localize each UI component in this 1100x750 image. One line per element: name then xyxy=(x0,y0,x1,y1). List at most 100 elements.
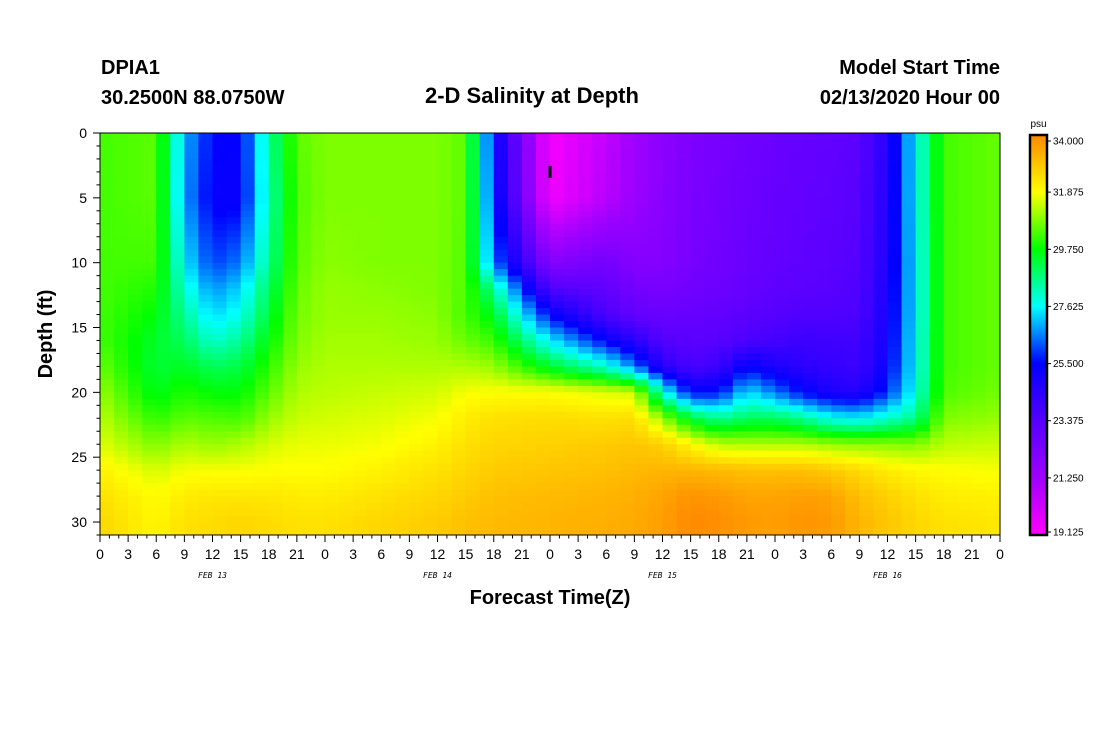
heatmap-cell xyxy=(915,275,931,283)
heatmap-cell xyxy=(339,139,354,147)
heatmap-cell xyxy=(465,262,481,270)
heatmap-cell xyxy=(803,515,818,523)
heatmap-cell xyxy=(620,359,635,368)
heatmap-cell xyxy=(620,470,635,478)
heatmap-cell xyxy=(690,204,706,212)
heatmap-cell xyxy=(128,210,143,218)
heatmap-cell xyxy=(395,346,410,355)
heatmap-cell xyxy=(985,288,1000,296)
heatmap-cell xyxy=(198,308,214,316)
heatmap-cell xyxy=(465,204,481,212)
heatmap-cell xyxy=(704,405,720,413)
heatmap-cell xyxy=(901,288,917,296)
heatmap-cell xyxy=(521,366,537,374)
heatmap-cell xyxy=(339,424,354,432)
heatmap-cell xyxy=(803,275,818,283)
heatmap-cell xyxy=(887,483,903,491)
heatmap-cell xyxy=(859,327,875,335)
heatmap-cell xyxy=(114,431,129,439)
heatmap-cell xyxy=(859,398,875,406)
heatmap-cell xyxy=(339,210,354,218)
heatmap-cell xyxy=(493,165,509,173)
heatmap-cell xyxy=(381,483,396,491)
heatmap-cell xyxy=(170,405,185,413)
heatmap-cell xyxy=(535,366,551,374)
heatmap-cell xyxy=(873,392,889,400)
heatmap-cell xyxy=(339,340,354,348)
heatmap-cell xyxy=(268,392,284,400)
heatmap-cell xyxy=(760,204,776,212)
heatmap-cell xyxy=(282,282,298,290)
heatmap-cell xyxy=(901,236,917,244)
heatmap-cell xyxy=(437,463,453,471)
heatmap-cell xyxy=(409,171,425,179)
heatmap-cell xyxy=(746,431,762,439)
heatmap-cell xyxy=(381,509,396,517)
heatmap-cell xyxy=(296,314,312,322)
heatmap-cell xyxy=(732,236,748,244)
heatmap-cell xyxy=(578,340,593,348)
heatmap-cell xyxy=(971,327,987,335)
heatmap-cell xyxy=(339,152,354,160)
heatmap-cell xyxy=(760,236,776,244)
heatmap-cell xyxy=(142,321,157,329)
heatmap-cell xyxy=(339,411,354,419)
heatmap-cell xyxy=(535,476,551,484)
heatmap-cell xyxy=(254,230,270,238)
heatmap-cell xyxy=(339,444,354,452)
heatmap-cell xyxy=(676,314,692,322)
heatmap-cell xyxy=(142,340,157,348)
heatmap-cell xyxy=(198,282,214,290)
heatmap-cell xyxy=(887,509,903,517)
heatmap-cell xyxy=(929,424,945,432)
heatmap-cell xyxy=(971,450,987,458)
heatmap-cell xyxy=(535,197,551,205)
heatmap-cell xyxy=(620,204,635,212)
heatmap-cell xyxy=(409,346,425,355)
heatmap-cell xyxy=(479,392,495,400)
heatmap-cell xyxy=(775,334,790,342)
heatmap-cell xyxy=(662,191,678,199)
heatmap-cell xyxy=(479,256,495,264)
heatmap-cell xyxy=(465,463,481,471)
heatmap-cell xyxy=(465,372,481,380)
heatmap-cell xyxy=(339,327,354,335)
heatmap-cell xyxy=(760,158,776,167)
heatmap-cell xyxy=(592,496,607,504)
heatmap-cell xyxy=(212,308,228,316)
heatmap-cell xyxy=(985,366,1000,374)
heatmap-cell xyxy=(156,463,171,471)
heatmap-cell xyxy=(845,450,860,458)
heatmap-cell xyxy=(760,359,776,368)
heatmap-cell xyxy=(451,346,467,355)
heatmap-cell xyxy=(395,483,410,491)
heatmap-cell xyxy=(535,158,551,167)
heatmap-cell xyxy=(887,217,903,225)
heatmap-cell xyxy=(845,171,860,179)
heatmap-cell xyxy=(817,230,832,238)
heatmap-cell xyxy=(957,502,973,510)
heatmap-cell xyxy=(381,249,396,257)
heatmap-cell xyxy=(254,236,270,244)
heatmap-cell xyxy=(479,515,495,523)
heatmap-cell xyxy=(732,334,748,342)
heatmap-cell xyxy=(901,457,917,465)
heatmap-cell xyxy=(564,178,579,186)
heatmap-cell xyxy=(803,139,818,147)
heatmap-cell xyxy=(339,418,354,426)
heatmap-cell xyxy=(873,223,889,231)
heatmap-cell xyxy=(296,327,312,335)
heatmap-cell xyxy=(423,437,439,445)
heatmap-cell xyxy=(296,346,312,355)
heatmap-cell xyxy=(465,321,481,329)
heatmap-cell xyxy=(156,295,171,303)
heatmap-cell xyxy=(184,269,200,277)
heatmap-cell xyxy=(817,243,832,251)
heatmap-cell xyxy=(845,463,860,471)
heatmap-cell xyxy=(732,496,748,504)
heatmap-cell xyxy=(325,139,340,147)
heatmap-cell xyxy=(395,210,410,218)
heatmap-cell xyxy=(114,197,129,205)
heatmap-cell xyxy=(873,301,889,309)
heatmap-cell xyxy=(493,515,509,523)
